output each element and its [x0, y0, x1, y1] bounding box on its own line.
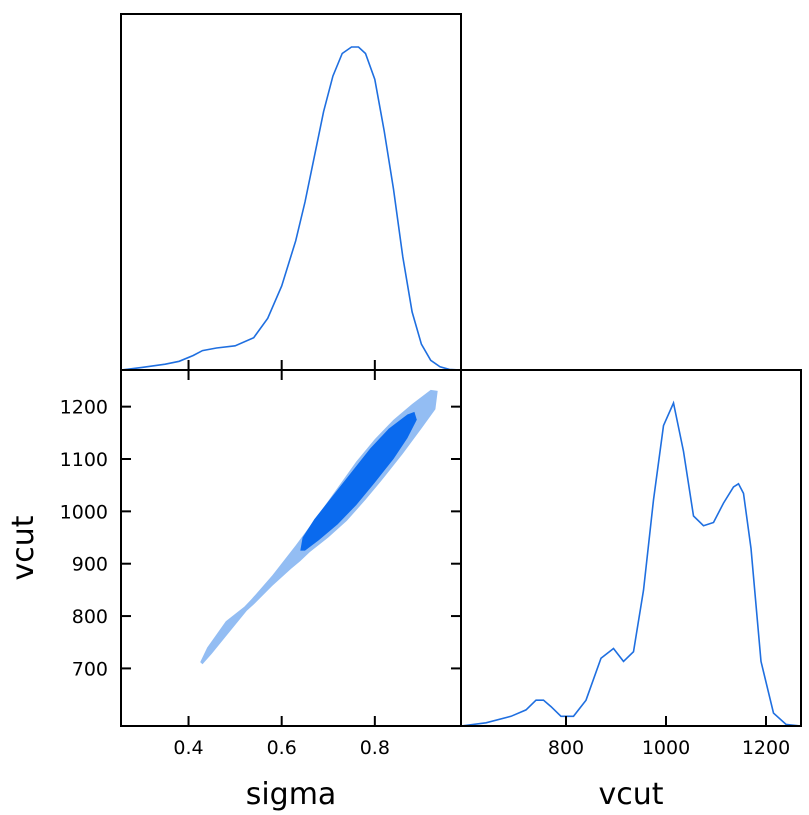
tick-label-sigma: 0.6 [267, 737, 297, 759]
tick-label-vcut: 700 [72, 658, 108, 680]
tick-label-vcut: 1100 [60, 449, 108, 471]
tick-label-vcut-bottom: 1200 [742, 737, 790, 759]
tick-label-vcut: 1000 [60, 501, 108, 523]
tick-label-vcut: 900 [72, 554, 108, 576]
marginal-vcut-curve [460, 400, 802, 727]
frame-vcut-marginal [460, 369, 802, 727]
tick-label-sigma: 0.4 [173, 737, 203, 759]
ylabel-vcut: vcut [6, 515, 41, 580]
frame-sigma-marginal [120, 13, 462, 371]
marginal-sigma-curve [120, 46, 462, 371]
xlabel-sigma: sigma [246, 777, 337, 812]
tick-label-vcut: 800 [72, 606, 108, 628]
xlabel-vcut: vcut [598, 777, 663, 812]
tick-label-vcut-bottom: 1000 [642, 737, 690, 759]
tick-label-vcut: 1200 [60, 397, 108, 419]
contour-68 [300, 411, 417, 551]
tick-label-vcut-bottom: 800 [548, 737, 584, 759]
tick-label-sigma: 0.8 [360, 737, 390, 759]
